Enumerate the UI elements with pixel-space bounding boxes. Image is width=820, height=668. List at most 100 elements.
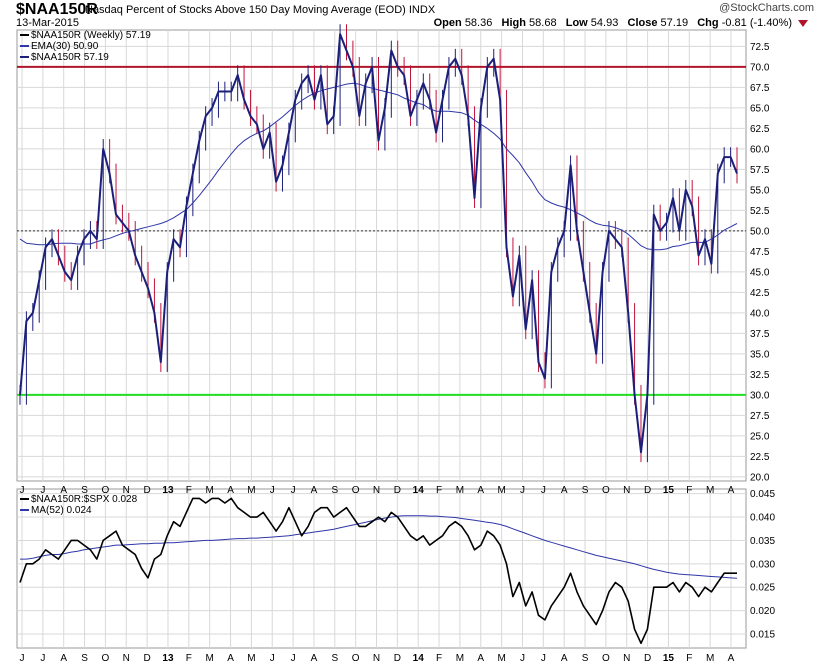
x-tick-label: D (644, 653, 651, 664)
y-tick-label: 52.5 (750, 206, 770, 217)
x-tick-label: J (541, 653, 546, 664)
x-tick-label: S (582, 653, 589, 664)
legend-swatch (20, 498, 29, 501)
x-tick-label: 15 (663, 653, 675, 664)
chart-date: 13-Mar-2015 (16, 17, 79, 29)
y-tick-label: 0.045 (750, 489, 775, 500)
ratio-line (19, 497, 737, 645)
x-tick-label: N (373, 653, 380, 664)
y-tick-label: 0.035 (750, 536, 775, 547)
y-tick-label: 67.5 (750, 83, 770, 94)
open-value: 58.36 (464, 17, 493, 29)
y-tick-label: 50.0 (750, 226, 770, 237)
legend-item-ratio: $NAA150R:$SPX 0.028 (20, 494, 137, 505)
x-tick-label: 14 (413, 485, 425, 496)
x-tick-label: D (144, 653, 151, 664)
x-tick-label: F (686, 653, 692, 664)
ohlc-readout: Open 58.36 High 58.68 Low 54.93 Close 57… (434, 17, 792, 29)
x-tick-label: M (497, 653, 505, 664)
x-tick-label: J (20, 485, 25, 496)
y-tick-label: 0.015 (750, 629, 775, 640)
chg-label: Chg (697, 17, 719, 29)
legend-label: $NAA150R 57.19 (31, 52, 109, 63)
x-tick-label: J (40, 653, 45, 664)
legend-label: $NAA150R:$SPX 0.028 (31, 494, 138, 505)
x-tick-label: J (541, 485, 546, 496)
price-panel-frame (16, 29, 747, 482)
x-tick-label: M (206, 485, 214, 496)
x-tick-label: M (497, 485, 505, 496)
legend-label: MA(52) 0.024 (31, 505, 92, 516)
high-label: High (501, 17, 526, 29)
x-tick-label: A (227, 653, 234, 664)
x-tick-label: M (206, 653, 214, 664)
x-tick-label: A (728, 653, 735, 664)
y-tick-label: 30.0 (750, 390, 770, 401)
x-tick-label: S (81, 485, 88, 496)
legend-swatch (20, 509, 29, 512)
x-tick-label: A (728, 485, 735, 496)
x-tick-label: J (291, 485, 296, 496)
low-label: Low (565, 17, 588, 29)
y-tick-label: 37.5 (750, 329, 770, 340)
x-tick-label: D (144, 485, 151, 496)
y-tick-label: 35.0 (750, 349, 770, 360)
legend-top: $NAA150R (Weekly) 57.19 EMA(30) 50.90 $N… (20, 30, 151, 63)
y-tick-label: 0.030 (750, 559, 775, 570)
x-tick-label: 15 (663, 485, 675, 496)
y-tick-label: 42.5 (750, 288, 770, 299)
legend-item-ma52: MA(52) 0.024 (20, 505, 137, 516)
x-tick-label: M (456, 485, 464, 496)
x-tick-label: J (291, 653, 296, 664)
x-tick-label: A (311, 653, 318, 664)
x-tick-label: F (186, 653, 192, 664)
x-tick-label: A (311, 485, 318, 496)
legend-label: $NAA150R (Weekly) 57.19 (31, 30, 151, 41)
legend-swatch (20, 34, 29, 37)
x-tick-label: M (247, 653, 255, 664)
x-tick-label: A (561, 653, 568, 664)
x-tick-label: A (477, 485, 484, 496)
chart-symbol: $NAA150R (16, 1, 98, 18)
x-tick-label: J (520, 485, 525, 496)
y-tick-label: 70.0 (750, 62, 770, 73)
exchange-label: INDX (408, 4, 436, 16)
x-tick-label: M (706, 653, 714, 664)
x-tick-label: N (623, 653, 630, 664)
x-tick-label: J (20, 653, 25, 664)
x-tick-label: O (102, 653, 110, 664)
x-tick-label: N (373, 485, 380, 496)
x-tick-label: M (247, 485, 255, 496)
x-tick-label: A (60, 653, 67, 664)
down-arrow-icon (798, 20, 808, 27)
brand-label[interactable]: @StockCharts.com (719, 2, 814, 14)
y-tick-label: 47.5 (750, 247, 770, 258)
x-tick-label: D (644, 485, 651, 496)
legend-item-weekly: $NAA150R (Weekly) 57.19 (20, 30, 151, 41)
y-tick-label: 60.0 (750, 144, 770, 155)
y-tick-label: 65.0 (750, 103, 770, 114)
chart-description: Nasdaq Percent of Stocks Above 150 Day M… (85, 4, 435, 16)
x-tick-label: S (331, 653, 338, 664)
y-tick-label: 22.5 (750, 452, 770, 463)
x-tick-label: J (520, 653, 525, 664)
description-text: Nasdaq Percent of Stocks Above 150 Day M… (85, 4, 406, 16)
y-tick-label: 27.5 (750, 411, 770, 422)
x-tick-label: J (270, 485, 275, 496)
y-tick-label: 0.040 (750, 513, 775, 524)
open-label: Open (433, 17, 462, 29)
x-tick-label: D (394, 485, 401, 496)
x-tick-label: 13 (162, 485, 174, 496)
x-tick-label: J (270, 653, 275, 664)
x-tick-label: M (706, 485, 714, 496)
x-tick-label: F (436, 653, 442, 664)
y-tick-label: 0.020 (750, 606, 775, 617)
ema30-line (19, 82, 738, 251)
x-tick-label: F (186, 485, 192, 496)
close-value: 57.19 (660, 17, 689, 29)
x-tick-label: F (686, 485, 692, 496)
legend-swatch (20, 45, 29, 48)
y-tick-label: 40.0 (750, 308, 770, 319)
